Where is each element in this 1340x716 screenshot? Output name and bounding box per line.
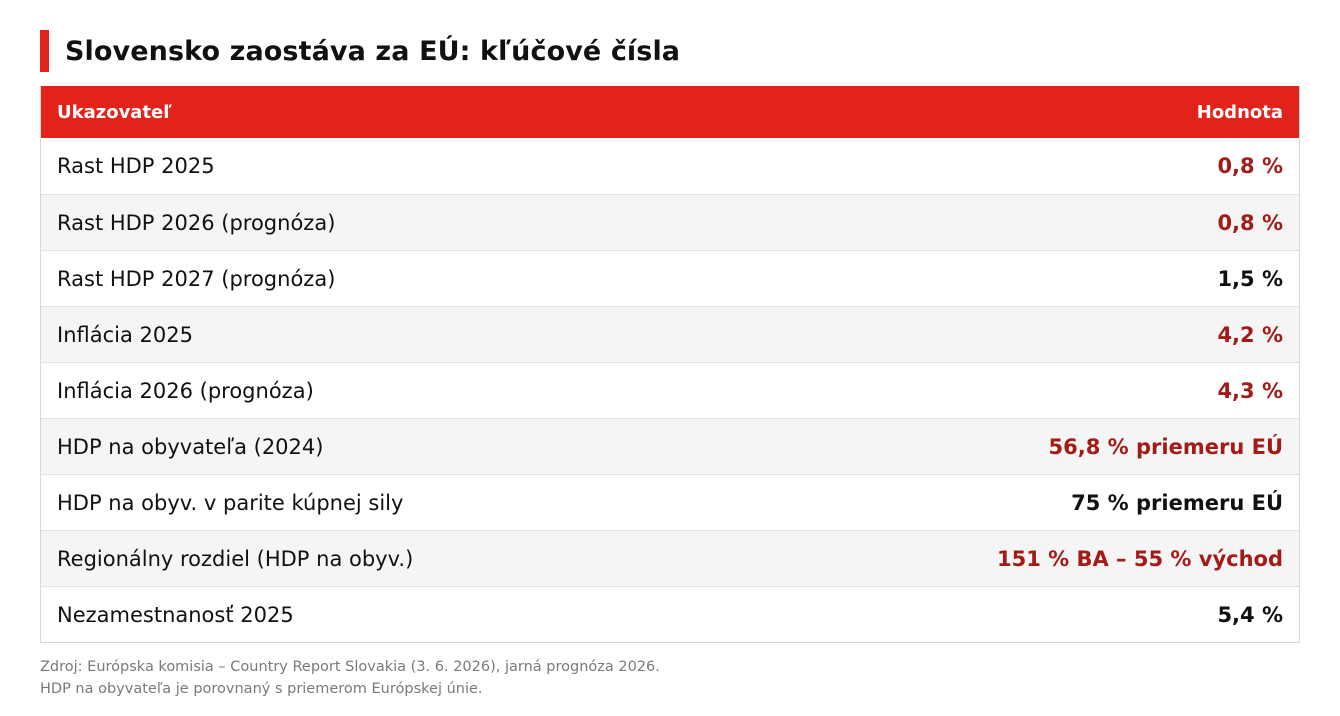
header-indicator: Ukazovateľ xyxy=(57,101,172,123)
indicator-value: 4,2 % xyxy=(1217,322,1283,347)
indicator-label: HDP na obyv. v parite kúpnej sily xyxy=(57,490,404,515)
table-row: Inflácia 2025 4,2 % xyxy=(41,306,1299,362)
indicator-label: Inflácia 2025 xyxy=(57,322,193,347)
indicator-value: 75 % priemeru EÚ xyxy=(1071,490,1283,515)
indicator-value: 56,8 % priemeru EÚ xyxy=(1048,434,1283,459)
indicator-label: Regionálny rozdiel (HDP na obyv.) xyxy=(57,546,414,571)
indicator-label: Rast HDP 2025 xyxy=(57,154,215,178)
footer: Zdroj: Európska komisia – Country Report… xyxy=(40,656,660,700)
indicator-label: Nezamestnanosť 2025 xyxy=(57,602,294,627)
table-row: Rast HDP 2027 (prognóza) 1,5 % xyxy=(41,250,1299,306)
indicator-label: Rast HDP 2026 (prognóza) xyxy=(57,210,336,235)
table-row: Rast HDP 2025 0,8 % xyxy=(41,138,1299,194)
table-row: HDP na obyvateľa (2024) 56,8 % priemeru E… xyxy=(41,418,1299,474)
title-block: Slovensko zaostáva za EÚ: kľúčové čísla xyxy=(40,30,680,72)
table-header: Ukazovateľ Hodnota xyxy=(41,86,1299,138)
table-body: Rast HDP 2025 0,8 % Rast HDP 2026 (prognóz… xyxy=(41,138,1299,642)
indicator-label: HDP na obyvateľa (2024) xyxy=(57,434,324,459)
key-figures-table: Ukazovateľ Hodnota Rast HDP 2025 0,8 % Ras… xyxy=(40,86,1300,643)
table-row: Rast HDP 2026 (prognóza) 0,8 % xyxy=(41,194,1299,250)
table-row: Inflácia 2026 (prognóza) 4,3 % xyxy=(41,362,1299,418)
indicator-label: Inflácia 2026 (prognóza) xyxy=(57,378,314,403)
table-row: Nezamestnanosť 2025 5,4 % xyxy=(41,586,1299,642)
indicator-value: 0,8 % xyxy=(1217,210,1283,235)
comparison-note: HDP na obyvateľa je porovnaný s priemero… xyxy=(40,681,483,697)
indicator-value: 4,3 % xyxy=(1217,378,1283,403)
table-row: Regionálny rozdiel (HDP na obyv.) 151 % B… xyxy=(41,530,1299,586)
table-row: HDP na obyv. v parite kúpnej sily 75 % pr… xyxy=(41,474,1299,530)
page-title: Slovensko zaostáva za EÚ: kľúčové čísla xyxy=(65,35,681,67)
indicator-label: Rast HDP 2027 (prognóza) xyxy=(57,266,336,291)
title-accent-bar xyxy=(40,30,49,72)
indicator-value: 0,8 % xyxy=(1217,154,1283,178)
indicator-value: 1,5 % xyxy=(1217,266,1283,291)
source-note: Zdroj: Európska komisia – Country Report… xyxy=(40,659,660,675)
indicator-value: 151 % BA – 55 % východ xyxy=(996,546,1283,571)
indicator-value: 5,4 % xyxy=(1217,602,1283,627)
header-value: Hodnota xyxy=(1196,101,1283,123)
